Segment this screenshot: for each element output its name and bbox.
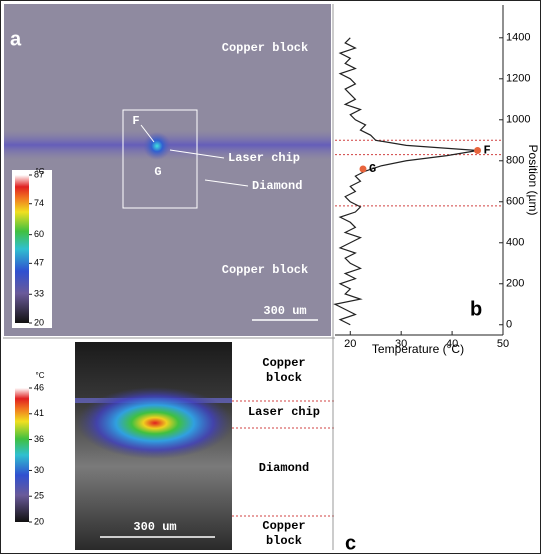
colorbar-tick-label: 25 bbox=[34, 491, 44, 501]
colorbar-unit: °C bbox=[36, 371, 45, 380]
colorbar-unit: °C bbox=[36, 167, 45, 176]
annotation: Diamond bbox=[252, 179, 302, 193]
colorbar-tick-label: 47 bbox=[34, 258, 44, 268]
colorbar-tick-label: 46 bbox=[34, 382, 44, 392]
region-label: Laser chip bbox=[248, 405, 320, 419]
thermal-image-a bbox=[4, 4, 331, 336]
y-tick-label: 400 bbox=[506, 237, 524, 249]
point-marker bbox=[359, 165, 367, 173]
pointer bbox=[204, 179, 249, 187]
panel-label: c bbox=[345, 532, 356, 554]
colorbar-tick-label: 74 bbox=[34, 198, 44, 208]
panel-c: °C 300 um c bbox=[12, 342, 356, 554]
region-label: Copper block bbox=[222, 41, 308, 55]
colorbar-tick-label: 33 bbox=[34, 289, 44, 299]
colorbar-tick-label: 60 bbox=[34, 229, 44, 239]
point-label: G bbox=[369, 162, 376, 176]
hot-spot bbox=[143, 132, 171, 160]
y-tick-label: 1200 bbox=[506, 73, 530, 85]
y-tick-label: 1400 bbox=[506, 32, 530, 44]
pointer bbox=[169, 149, 225, 159]
annotation: Laser chip bbox=[228, 151, 300, 165]
temperature-profile bbox=[333, 37, 478, 326]
x-tick-label: 30 bbox=[395, 338, 407, 350]
region-label: Copper block bbox=[262, 356, 305, 385]
colorbar bbox=[15, 388, 29, 522]
scale-label: 300 um bbox=[263, 304, 306, 318]
panel-label: b bbox=[470, 298, 482, 320]
region-label: Copper block bbox=[222, 263, 308, 277]
colorbar-tick-label: 36 bbox=[34, 434, 44, 444]
x-axis-label: Temperature (°C) bbox=[372, 342, 464, 356]
region-label: Copper block bbox=[262, 519, 305, 548]
scale-label: 300 um bbox=[133, 520, 176, 534]
point-marker bbox=[474, 147, 482, 155]
y-tick-label: 600 bbox=[506, 196, 524, 208]
panel-label: a bbox=[10, 28, 22, 50]
annotation: F bbox=[132, 114, 139, 128]
roi-box bbox=[122, 109, 198, 209]
x-tick-label: 50 bbox=[497, 338, 509, 350]
colorbar-tick-label: 20 bbox=[34, 317, 44, 327]
point-label: F bbox=[484, 144, 491, 158]
y-tick-label: 0 bbox=[506, 319, 512, 331]
colorbar-tick-label: 87 bbox=[34, 169, 44, 179]
y-tick-label: 1000 bbox=[506, 114, 530, 126]
region-label: Diamond bbox=[259, 461, 309, 475]
x-tick-label: 20 bbox=[344, 338, 356, 350]
colorbar-tick-label: 20 bbox=[34, 516, 44, 526]
annotation: G bbox=[154, 165, 161, 179]
colorbar-tick-label: 41 bbox=[34, 408, 44, 418]
x-tick-label: 40 bbox=[446, 338, 458, 350]
y-axis-label: Position (µm) bbox=[526, 145, 540, 216]
y-tick-label: 200 bbox=[506, 278, 524, 290]
hot-spot bbox=[77, 387, 233, 459]
colorbar bbox=[15, 175, 29, 323]
colorbar-tick-label: 30 bbox=[34, 465, 44, 475]
pointer bbox=[140, 124, 155, 143]
y-tick-label: 800 bbox=[506, 155, 524, 167]
